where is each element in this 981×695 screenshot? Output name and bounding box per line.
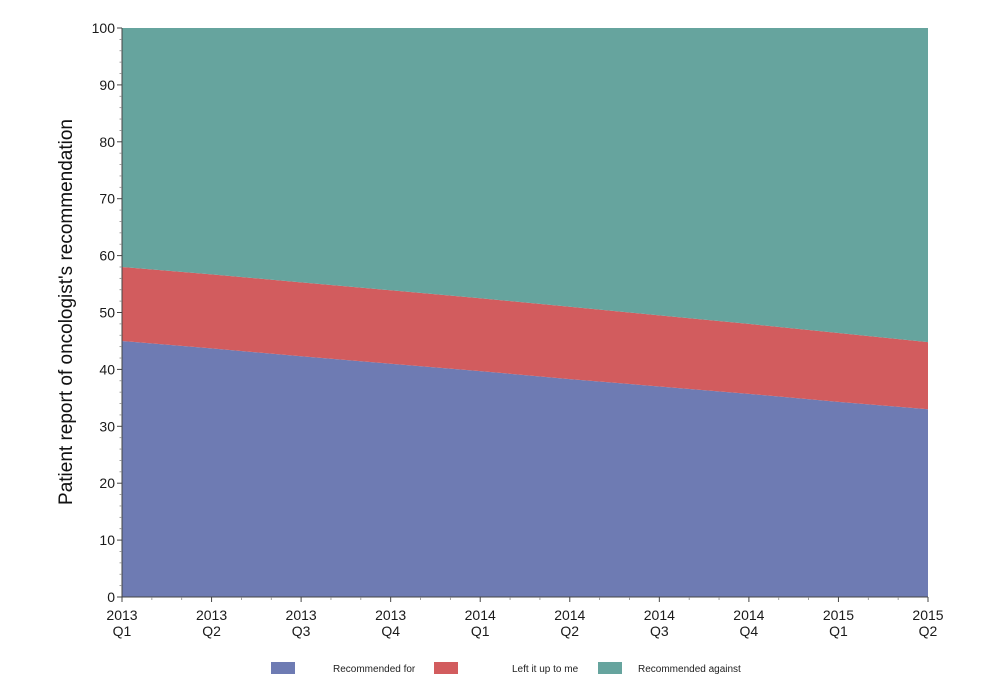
x-tick-label: Q4 <box>381 623 400 639</box>
y-tick-label: 70 <box>99 191 115 207</box>
x-tick-label: 2015 <box>823 607 854 623</box>
x-tick-label: 2013 <box>286 607 317 623</box>
y-tick-label: 80 <box>99 134 115 150</box>
area-series-1 <box>122 340 928 597</box>
y-tick-label: 50 <box>99 305 115 321</box>
x-tick-label: Q2 <box>560 623 579 639</box>
y-tick-label: 10 <box>99 532 115 548</box>
x-tick-label: Q3 <box>292 623 311 639</box>
area-layers <box>122 28 928 597</box>
x-tick-label: 2013 <box>375 607 406 623</box>
x-tick-label: 2014 <box>465 607 496 623</box>
x-tick-label: Q1 <box>471 623 490 639</box>
y-tick-label: 0 <box>107 589 115 605</box>
x-tick-label: 2013 <box>196 607 227 623</box>
x-tick-label: 2015 <box>912 607 943 623</box>
x-tick-label: Q1 <box>829 623 848 639</box>
legend: Recommended for Left it up to me Recommend… <box>271 662 741 675</box>
y-tick-label: 90 <box>99 77 115 93</box>
x-tick-label: Q2 <box>202 623 221 639</box>
y-axis-label: Patient report of oncologist's recommend… <box>56 119 77 505</box>
y-tick-label: 40 <box>99 361 115 377</box>
x-tick-label: Q1 <box>113 623 132 639</box>
x-tick-label: 2014 <box>644 607 675 623</box>
axes: 01020304050607080901002013Q12013Q22013Q3… <box>92 20 944 639</box>
y-tick-label: 20 <box>99 475 115 491</box>
area-series-2 <box>122 266 928 410</box>
area-series-3 <box>122 28 928 343</box>
legend-label: Left it up to me <box>512 664 579 675</box>
x-tick-label: 2014 <box>733 607 764 623</box>
x-tick-label: Q2 <box>919 623 938 639</box>
y-tick-label: 30 <box>99 418 115 434</box>
x-tick-label: 2013 <box>106 607 137 623</box>
y-tick-label: 60 <box>99 248 115 264</box>
x-tick-label: Q4 <box>740 623 759 639</box>
legend-swatch <box>271 662 295 674</box>
legend-swatch <box>598 662 622 674</box>
legend-label: Recommended for <box>333 664 416 675</box>
x-tick-label: Q3 <box>650 623 669 639</box>
legend-swatch <box>434 662 458 674</box>
x-tick-label: 2014 <box>554 607 585 623</box>
legend-label: Recommended against <box>638 664 741 675</box>
y-tick-label: 100 <box>92 20 116 36</box>
